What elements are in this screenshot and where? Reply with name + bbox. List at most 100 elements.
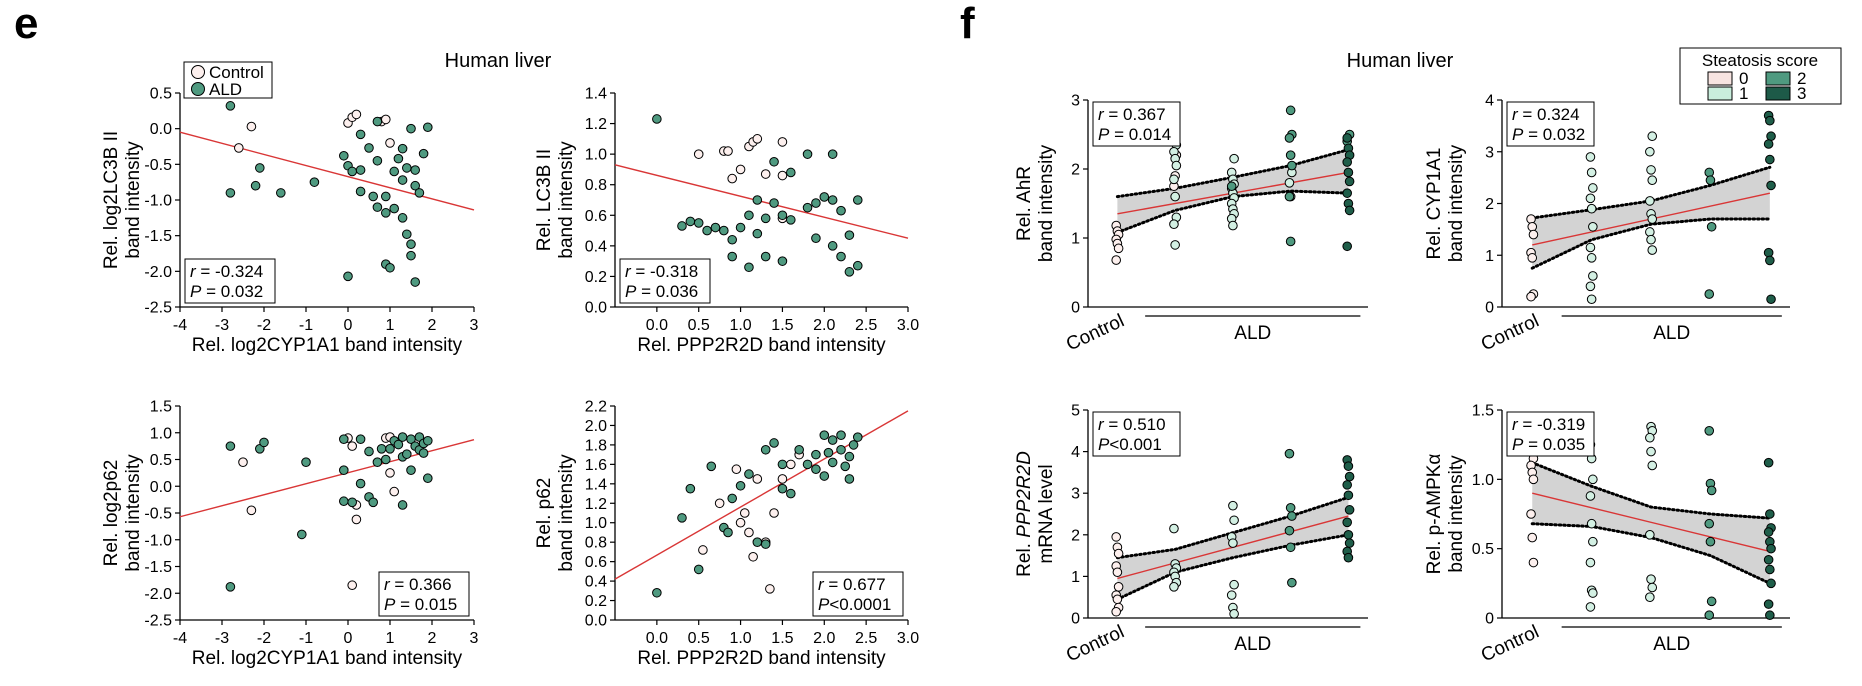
stats-r-symbol: r (818, 575, 825, 594)
data-point (418, 448, 429, 458)
data-point (1586, 203, 1597, 214)
y-axis-label-line: Rel. AhR (1014, 166, 1035, 241)
y-axis-label: Rel. log2p62 band intensity (101, 454, 144, 572)
x-tick-label: 2.0 (813, 630, 835, 647)
data-point (752, 474, 763, 484)
data-point (739, 508, 750, 518)
data-point (423, 122, 433, 133)
data-point (1527, 532, 1538, 543)
y-tick-label: -2.5 (144, 300, 172, 317)
data-point (735, 164, 746, 175)
data-point (1229, 515, 1239, 526)
y-axis-label: Rel. p62 band intensity (534, 454, 577, 572)
x-category-label: Control (1063, 310, 1127, 355)
stats-r: r = 0.510 (1098, 415, 1166, 434)
data-point (1586, 518, 1597, 529)
data-point (234, 143, 244, 153)
regression-line (179, 131, 475, 211)
y-axis-label-line: Rel. LC3B II (534, 149, 555, 251)
stats-r: r = 0.366 (384, 575, 452, 594)
data-point (693, 218, 704, 228)
y-tick-label: 1.4 (585, 476, 607, 493)
data-point (1170, 191, 1180, 202)
data-point (1704, 289, 1715, 299)
data-point (1287, 577, 1297, 588)
data-point (836, 251, 846, 262)
data-point (1704, 426, 1715, 436)
data-point (276, 188, 286, 198)
data-point (852, 432, 863, 442)
x-tick-label: 0 (344, 317, 353, 334)
data-point (652, 587, 662, 598)
stats-r-value: = -0.319 (1518, 415, 1586, 434)
y-axis-label: Rel. log2LC3B II band intensity (101, 131, 144, 269)
data-point (385, 468, 395, 478)
data-point (1585, 602, 1596, 612)
data-point (777, 483, 788, 494)
data-point (1229, 609, 1239, 619)
y-axis-label-line: band intensity (1036, 144, 1057, 262)
data-point (347, 497, 358, 508)
legend-e-ald-marker (191, 82, 205, 96)
legend-f: Steatosis score 0 1 2 3 (1679, 47, 1842, 105)
data-point (355, 165, 366, 175)
data-point (368, 497, 379, 508)
data-point (254, 163, 265, 173)
data-point (827, 435, 838, 445)
x-tick-label: -3 (215, 317, 229, 334)
y-tick-label: 0.4 (585, 574, 607, 591)
data-point (844, 474, 855, 484)
data-point (1527, 221, 1538, 232)
x-tick-label: 1.5 (771, 317, 793, 334)
chart-f4: 0 0.5 1.0 1.5 Control ALD Rel. p-AMPKα band int… (1424, 403, 1790, 666)
data-point (1343, 167, 1354, 178)
data-point (769, 198, 779, 208)
y-tick-label: 1.0 (150, 425, 172, 442)
x-tick-label: -4 (173, 630, 187, 647)
legend-e: Control ALD (183, 61, 273, 99)
data-point (339, 434, 349, 444)
data-point (1171, 160, 1182, 171)
data-point (769, 156, 779, 167)
regression-line (614, 410, 909, 580)
data-point (735, 517, 746, 528)
data-point (786, 488, 796, 499)
x-tick-label: 1 (386, 630, 395, 647)
stats-p-value: <0.0001 (829, 595, 891, 614)
x-tick-label: 1.5 (771, 630, 793, 647)
data-point (339, 150, 349, 161)
data-point (1585, 193, 1596, 204)
data-point (1645, 196, 1655, 206)
x-tick-label: 0.0 (646, 630, 668, 647)
data-point (1527, 253, 1538, 263)
x-tick-label: -2 (257, 630, 271, 647)
data-point (1169, 582, 1179, 592)
data-point (423, 473, 433, 484)
stats-p-symbol: P (818, 595, 830, 614)
data-point (1344, 538, 1355, 548)
group-label: ALD (1234, 323, 1271, 344)
data-point (731, 464, 742, 475)
data-point (410, 165, 421, 175)
data-point (1588, 221, 1598, 232)
data-point (246, 505, 257, 516)
data-point (393, 153, 404, 164)
stats-r-symbol: r (190, 262, 197, 281)
data-point (385, 262, 395, 273)
data-point (1645, 530, 1655, 540)
data-point (1763, 599, 1774, 609)
data-point (372, 202, 383, 212)
y-axis-label-line: Rel. log2LC3B II (101, 131, 122, 269)
y-axis-label-line: Rel. CYP1A1 (1424, 148, 1445, 260)
stats-r-symbol: r (625, 262, 632, 281)
data-point (1111, 606, 1121, 617)
data-point (414, 188, 425, 198)
stats-p-value: <0.001 (1109, 435, 1161, 454)
y-axis-label-line: band intensity (1446, 144, 1467, 262)
x-tick-label: -2 (257, 317, 271, 334)
y-tick-label: 2 (1071, 162, 1080, 179)
legend-f-label-3: 3 (1797, 84, 1806, 103)
x-axis-label: Rel. log2CYP1A1 band intensity (192, 335, 463, 356)
